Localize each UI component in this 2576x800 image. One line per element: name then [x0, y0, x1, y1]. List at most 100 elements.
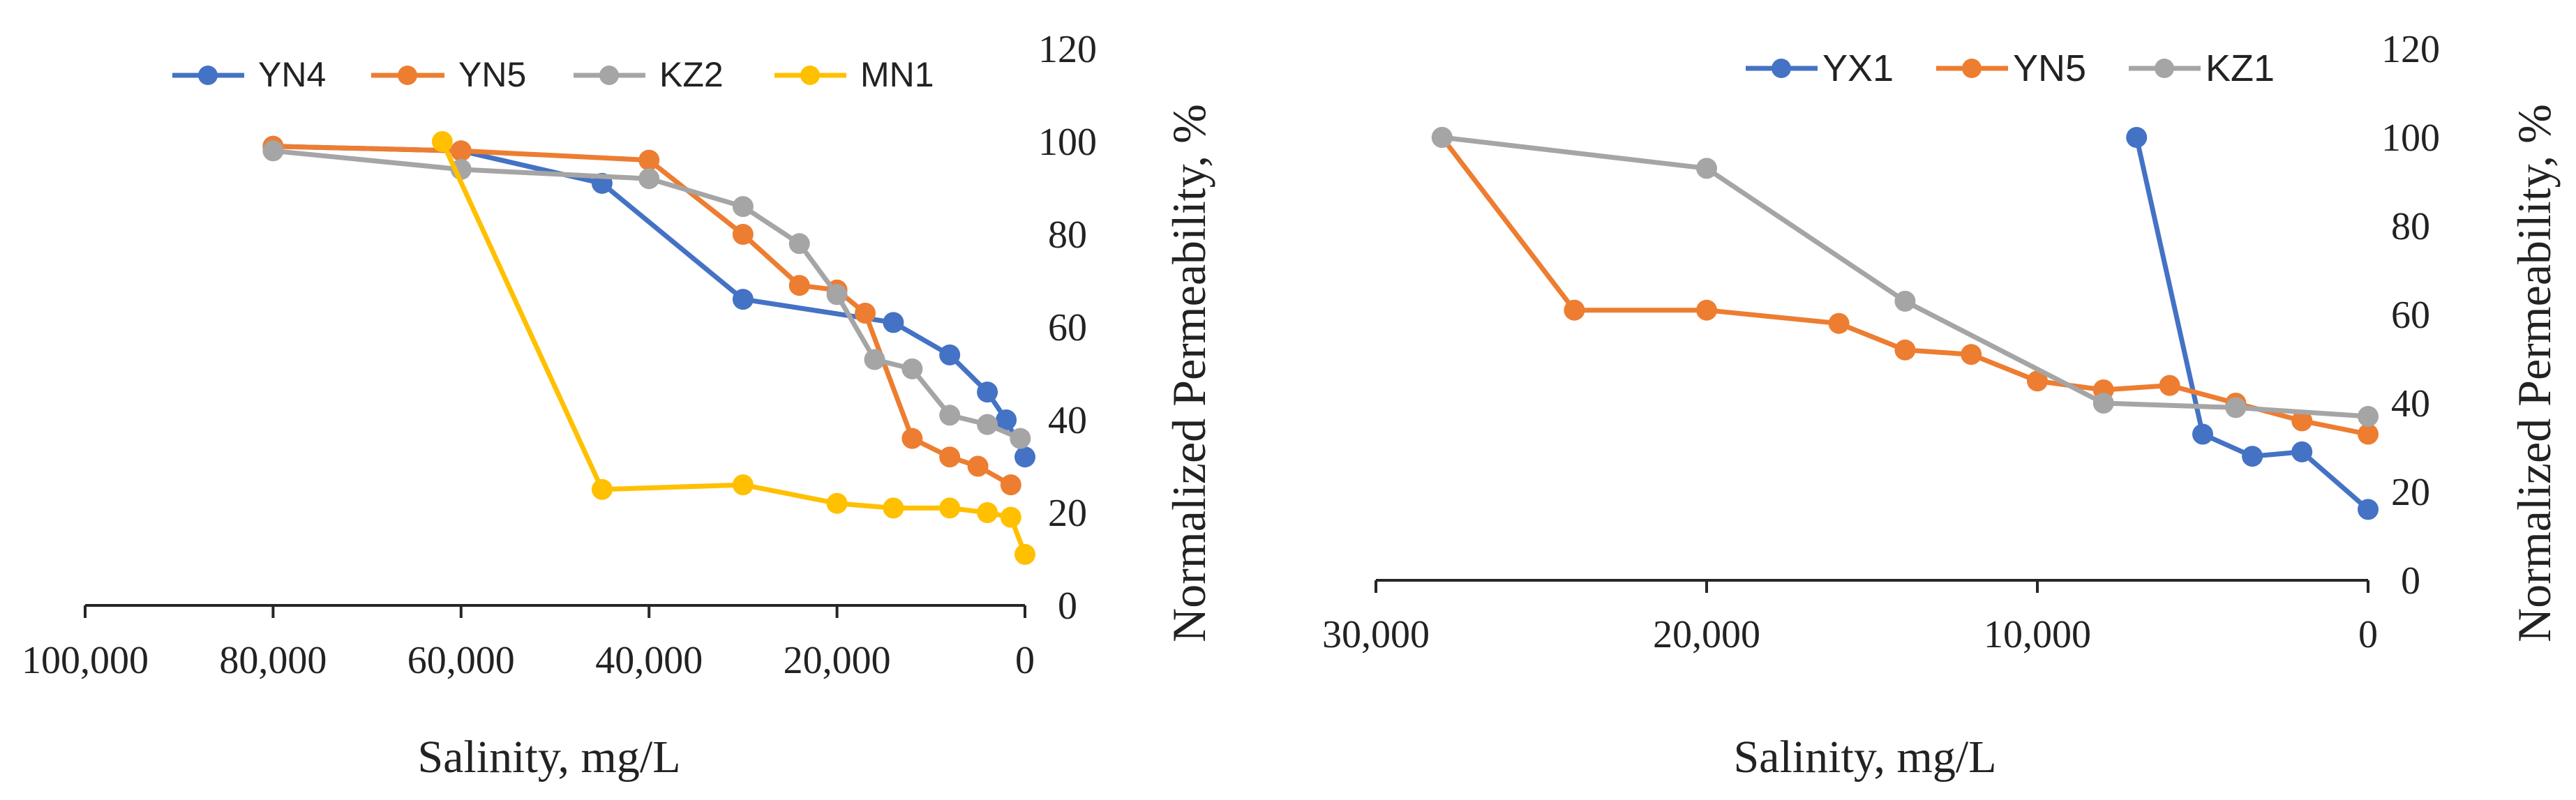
series-layer	[1431, 127, 2379, 520]
data-point-kz2[interactable]	[1010, 428, 1031, 449]
data-point-kz2[interactable]	[977, 414, 998, 435]
legend-item-yn4[interactable]: YN4	[172, 55, 326, 94]
data-point-kz2[interactable]	[864, 349, 885, 370]
data-point-yn5[interactable]	[2358, 423, 2379, 445]
legend-marker-kz1	[2155, 59, 2174, 78]
data-point-mn1[interactable]	[1014, 543, 1035, 565]
data-point-mn1[interactable]	[977, 502, 998, 523]
series-kz2	[262, 140, 1031, 449]
legend-marker-yx1	[1772, 59, 1791, 78]
series-yn5	[1431, 127, 2379, 445]
y-tick-label: 100	[1038, 121, 1097, 164]
data-point-yn5[interactable]	[450, 140, 472, 162]
legend-marker-yn5	[398, 66, 417, 85]
data-point-yn4[interactable]	[977, 382, 998, 403]
data-point-yn4[interactable]	[939, 344, 961, 365]
y-tick-label: 0	[1058, 584, 1077, 628]
legend-item-kz2[interactable]: KZ2	[574, 55, 724, 94]
legend-marker-mn1	[800, 66, 820, 85]
y-tick-label: 20	[2391, 471, 2430, 514]
data-point-kz2[interactable]	[826, 284, 848, 305]
legend-label-yn5: YN5	[2013, 47, 2086, 89]
data-point-kz1[interactable]	[1894, 290, 1916, 312]
series-yx1	[2126, 127, 2379, 520]
data-point-mn1[interactable]	[939, 497, 961, 519]
chart-left: 100,000 80,000 60,000 40,000 20,000 0 0 20 40 60…	[22, 28, 1215, 783]
x-tick-label: 20,000	[1653, 613, 1760, 656]
data-point-kz1[interactable]	[2092, 393, 2114, 414]
legend: YX1 YN5 KZ1	[1746, 47, 2275, 89]
legend-marker-yn5	[1962, 59, 1982, 78]
data-point-yx1[interactable]	[2192, 423, 2213, 445]
data-point-yn5[interactable]	[855, 303, 876, 324]
data-point-yn5[interactable]	[732, 224, 754, 245]
data-point-yn5[interactable]	[1564, 299, 1585, 321]
data-point-yn5[interactable]	[638, 149, 660, 171]
data-point-yn4[interactable]	[732, 289, 754, 310]
data-point-yn5[interactable]	[2159, 375, 2180, 396]
legend-item-mn1[interactable]: MN1	[774, 55, 934, 94]
series-line-kz2	[273, 148, 1021, 441]
data-point-yx1[interactable]	[2126, 127, 2148, 148]
data-point-yn5[interactable]	[1696, 299, 1717, 321]
data-point-yn5[interactable]	[1000, 474, 1021, 496]
data-point-yx1[interactable]	[2358, 499, 2379, 520]
y-axis-title: Normalized Permeability, %	[1162, 104, 1215, 642]
data-point-mn1[interactable]	[826, 492, 848, 514]
x-axis-ticks: 100,000 80,000 60,000 40,000 20,000 0	[22, 605, 1035, 682]
data-point-yn5[interactable]	[967, 455, 989, 477]
data-point-kz2[interactable]	[262, 140, 284, 162]
y-tick-label: 60	[2391, 294, 2430, 337]
series-line-kz1	[1441, 135, 2369, 419]
y-tick-label: 20	[1048, 492, 1087, 535]
data-point-yn5[interactable]	[1828, 312, 1850, 334]
series-yn5	[262, 135, 1021, 496]
data-point-yn5[interactable]	[2027, 370, 2048, 392]
data-point-kz2[interactable]	[939, 405, 961, 426]
data-point-yn5[interactable]	[939, 446, 961, 468]
x-tick-label: 80,000	[219, 639, 327, 682]
data-point-kz1[interactable]	[2225, 397, 2247, 418]
data-point-yn5[interactable]	[1961, 344, 1982, 365]
data-point-kz1[interactable]	[1431, 127, 1453, 148]
data-point-yn5[interactable]	[2291, 410, 2313, 432]
series-line-yn4	[273, 144, 1028, 458]
y-tick-label: 120	[2381, 28, 2440, 71]
y-axis-title: Normalized Permeability, %	[2508, 104, 2561, 642]
data-point-yx1[interactable]	[2242, 446, 2263, 467]
data-point-yn4[interactable]	[883, 312, 904, 333]
y-tick-label: 80	[2391, 205, 2430, 248]
data-point-yn5[interactable]	[901, 428, 923, 449]
data-point-mn1[interactable]	[732, 474, 754, 496]
data-point-yn4[interactable]	[1014, 446, 1035, 468]
data-point-yn5[interactable]	[788, 275, 810, 296]
y-tick-label: 60	[1048, 306, 1087, 349]
legend-label-yn5: YN5	[458, 55, 526, 94]
x-axis-title: Salinity, mg/L	[417, 732, 680, 783]
legend-label-kz2: KZ2	[659, 55, 724, 94]
y-tick-label: 80	[1048, 213, 1087, 257]
y-tick-label: 0	[2401, 559, 2420, 603]
data-point-mn1[interactable]	[431, 131, 453, 152]
data-point-kz2[interactable]	[901, 358, 923, 379]
data-point-kz2[interactable]	[788, 233, 810, 255]
data-point-kz2[interactable]	[732, 196, 754, 218]
legend-item-yn5[interactable]: YN5	[1936, 47, 2086, 89]
series-line-yn5	[1440, 135, 2369, 437]
x-tick-label: 10,000	[1984, 613, 2091, 656]
data-point-mn1[interactable]	[1000, 506, 1021, 528]
data-point-kz1[interactable]	[1696, 158, 1717, 179]
data-point-kz2[interactable]	[638, 168, 660, 190]
data-point-mn1[interactable]	[883, 497, 904, 519]
data-point-yn5[interactable]	[1894, 339, 1916, 361]
legend-label-kz1: KZ1	[2206, 47, 2275, 89]
legend-item-yn5[interactable]: YN5	[371, 55, 526, 94]
data-point-yn4[interactable]	[996, 409, 1017, 430]
legend-item-kz1[interactable]: KZ1	[2129, 47, 2275, 89]
legend-label-yx1: YX1	[1822, 47, 1894, 89]
data-point-yx1[interactable]	[2291, 441, 2313, 462]
data-point-mn1[interactable]	[591, 478, 613, 500]
data-point-kz1[interactable]	[2358, 406, 2379, 427]
legend-item-yx1[interactable]: YX1	[1746, 47, 1894, 89]
